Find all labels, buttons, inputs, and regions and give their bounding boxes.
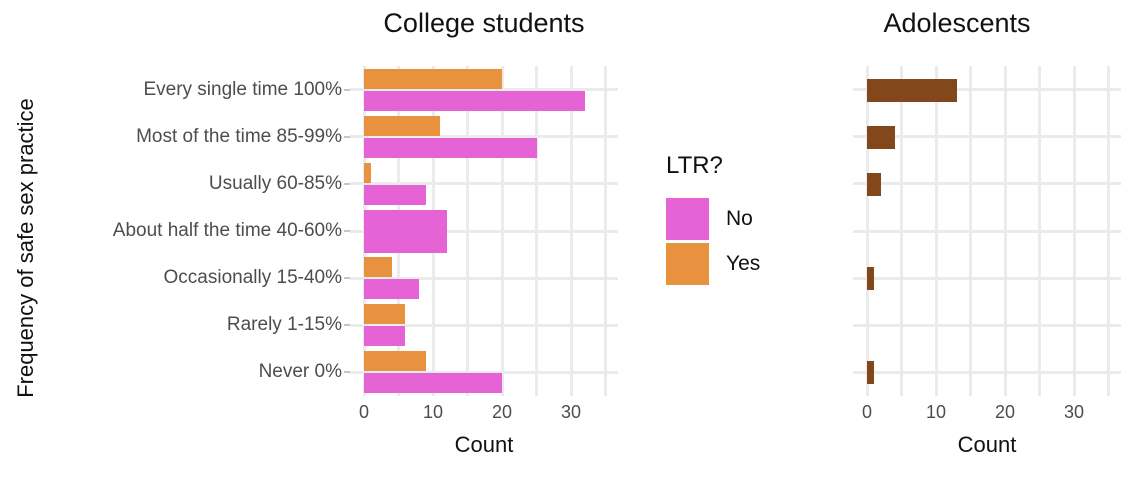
- gridline-horizontal: [350, 370, 618, 374]
- gridline-vertical: [1072, 66, 1076, 396]
- gridline-vertical: [1107, 66, 1110, 396]
- y-axis-tick: [344, 277, 353, 280]
- gridline-vertical: [535, 66, 538, 396]
- bar: [867, 172, 881, 196]
- x-axis-title-adolescents: Count: [957, 432, 1017, 457]
- x-axis-tick-label: 10: [422, 402, 444, 422]
- gridline-horizontal: [853, 323, 1121, 327]
- bar-yes: [364, 351, 426, 372]
- gridline-vertical: [865, 66, 869, 396]
- bar-no: [364, 137, 537, 158]
- legend-label-no: No: [726, 207, 753, 230]
- gridline-vertical: [466, 66, 469, 396]
- bar-yes: [364, 68, 502, 89]
- legend-swatch-no: [666, 198, 709, 240]
- panel-title-adolescents: Adolescents: [883, 8, 1031, 38]
- y-axis-tick: [344, 230, 353, 232]
- x-axis-tick-label: 30: [560, 402, 582, 422]
- bar-yes: [364, 162, 371, 183]
- gridline-vertical: [500, 66, 504, 396]
- x-axis-tick-label: 30: [1063, 402, 1085, 422]
- x-axis-title-college: Count: [454, 432, 514, 457]
- y-axis-tick: [344, 182, 353, 185]
- gridline-vertical: [934, 66, 938, 396]
- y-axis-label: Most of the time 85-99%: [136, 125, 342, 147]
- bar-single: [364, 210, 447, 253]
- y-axis-label: Usually 60-85%: [208, 172, 342, 194]
- legend-entry-no: No: [666, 198, 760, 240]
- bar-no: [364, 326, 405, 347]
- gridline-horizontal: [350, 88, 618, 92]
- y-axis-label: Rarely 1-15%: [226, 314, 342, 336]
- gridline-horizontal: [853, 370, 1121, 374]
- gridline-horizontal: [853, 182, 1121, 186]
- gridline-horizontal: [853, 229, 1121, 233]
- gridline-vertical: [1038, 66, 1041, 396]
- bar: [867, 361, 874, 385]
- legend-label-yes: Yes: [726, 252, 761, 275]
- x-axis-tick-label: 20: [994, 402, 1016, 422]
- gridline-vertical: [969, 66, 972, 396]
- bar-no: [364, 279, 419, 300]
- legend-entry-yes: Yes: [666, 243, 760, 285]
- bar-yes: [364, 115, 440, 136]
- x-axis-tick-label: 10: [925, 402, 947, 422]
- y-axis-label: Every single time 100%: [143, 78, 342, 100]
- legend-swatch-yes: [666, 243, 709, 285]
- bar-no: [364, 373, 502, 394]
- y-axis-tick: [344, 88, 353, 91]
- gridline-horizontal: [350, 323, 618, 327]
- gridline-horizontal: [853, 276, 1121, 280]
- x-axis-tick-label: 20: [491, 402, 513, 422]
- legend: LTR? No Yes: [666, 152, 760, 288]
- bar: [867, 78, 957, 102]
- gridline-vertical: [900, 66, 903, 396]
- bar-no: [364, 184, 426, 205]
- bar-yes: [364, 257, 392, 278]
- y-axis-tick: [344, 324, 353, 327]
- gridline-horizontal: [350, 182, 618, 186]
- y-axis-tick: [344, 371, 353, 374]
- bar: [867, 125, 895, 149]
- bar: [867, 267, 874, 291]
- gridline-horizontal: [350, 135, 618, 139]
- legend-title: LTR?: [666, 152, 723, 179]
- x-axis-tick-label: 0: [861, 402, 873, 422]
- gridline-horizontal: [853, 88, 1121, 92]
- gridline-vertical: [1003, 66, 1007, 396]
- gridline-vertical: [604, 66, 607, 396]
- y-axis-tick: [344, 135, 353, 138]
- y-axis-label: Occasionally 15-40%: [163, 267, 342, 289]
- bar-no: [364, 90, 585, 111]
- bar-yes: [364, 304, 405, 325]
- panel-title-college-students: College students: [383, 8, 585, 38]
- y-axis-label: About half the time 40-60%: [112, 220, 342, 241]
- gridline-horizontal: [853, 135, 1121, 139]
- gridline-horizontal: [350, 276, 618, 280]
- x-axis-tick-label: 0: [358, 402, 370, 422]
- gridline-horizontal: [350, 229, 618, 233]
- y-axis-label: Never 0%: [258, 361, 342, 383]
- gridline-vertical: [569, 66, 573, 396]
